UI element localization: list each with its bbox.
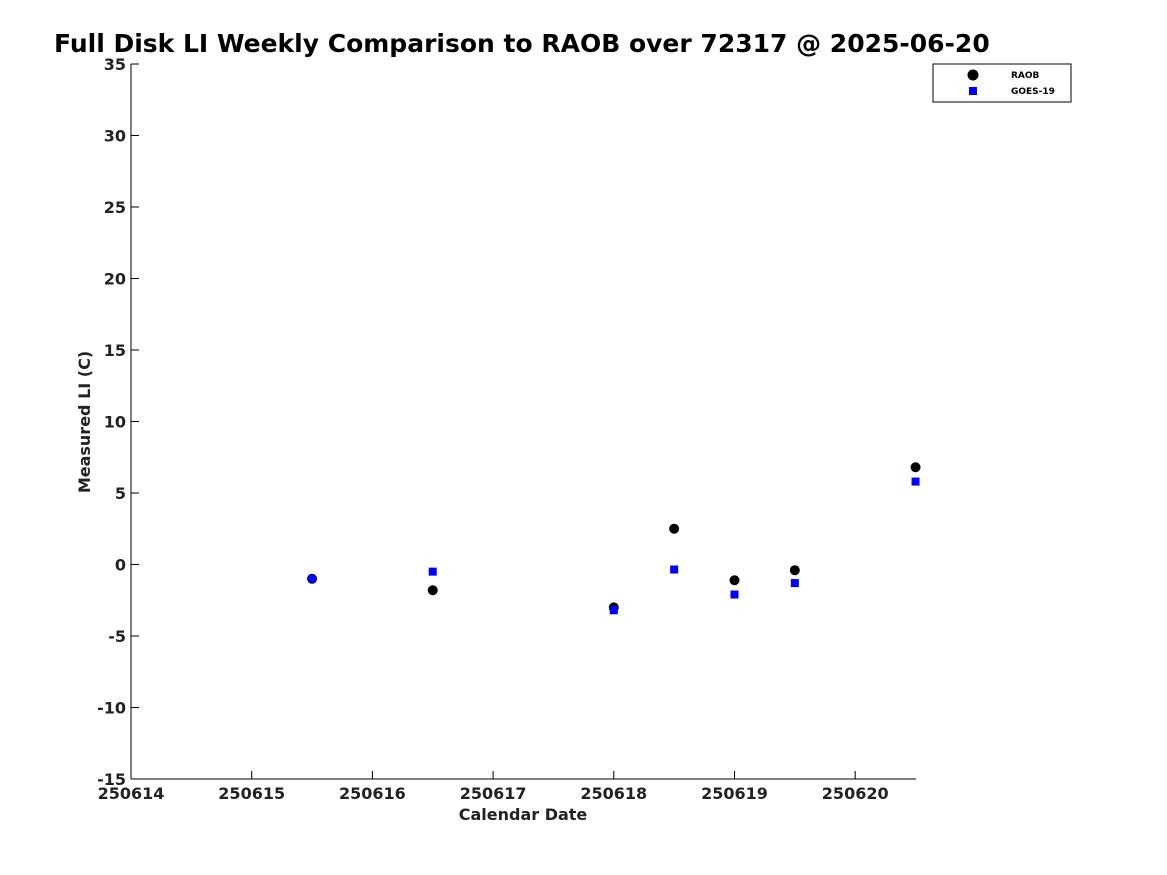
- x-axis-label: Calendar Date: [459, 805, 588, 824]
- data-points: [307, 462, 921, 615]
- point-raob: [910, 462, 921, 473]
- y-tick-label: -10: [97, 699, 126, 718]
- x-tick-label: 250614: [98, 784, 165, 803]
- point-raob: [789, 565, 800, 576]
- legend-goes-marker: [969, 87, 977, 95]
- legend-box: [932, 63, 1072, 103]
- point-goes-19: [911, 477, 920, 486]
- y-tick-label: 0: [115, 556, 126, 575]
- x-ticks: 250614 250615 250616 250617 250618 250619 2506…: [98, 771, 889, 803]
- y-tick-label: 30: [104, 127, 126, 146]
- y-ticks: 35 30 25 20 15 10 5 0 -5 -10 -15: [97, 55, 139, 789]
- x-tick-label: 250617: [460, 784, 527, 803]
- legend-goes-label: GOES-19: [1011, 87, 1055, 97]
- point-goes-19: [307, 574, 317, 584]
- y-tick-label: 15: [104, 341, 126, 360]
- point-goes-19: [609, 606, 618, 615]
- y-tick-label: -15: [97, 770, 126, 789]
- point-goes-19: [670, 565, 679, 574]
- chart-title: Full Disk LI Weekly Comparison to RAOB o…: [54, 29, 990, 58]
- legend-raob-label: RAOB: [1011, 71, 1040, 81]
- y-axis-label: Measured LI (C): [75, 351, 94, 493]
- y-tick-label: -5: [108, 627, 126, 646]
- point-goes-19: [730, 590, 739, 599]
- x-tick-label: 250618: [580, 784, 647, 803]
- point-goes-19: [790, 579, 799, 588]
- point-raob: [669, 523, 680, 534]
- axes: [130, 64, 916, 780]
- y-tick-label: 35: [104, 55, 126, 74]
- legend-raob-marker: [967, 69, 979, 81]
- y-tick-label: 25: [104, 198, 126, 217]
- y-tick-label: 5: [115, 484, 126, 503]
- point-raob: [427, 585, 438, 596]
- x-tick-label: 250620: [822, 784, 889, 803]
- x-tick-label: 250616: [339, 784, 406, 803]
- legend: RAOB GOES-19: [932, 63, 1072, 103]
- point-raob: [729, 575, 740, 586]
- x-tick-label: 250619: [701, 784, 768, 803]
- y-tick-label: 10: [104, 413, 126, 432]
- y-tick-label: 20: [104, 270, 126, 289]
- point-goes-19: [428, 567, 437, 576]
- x-tick-label: 250615: [218, 784, 285, 803]
